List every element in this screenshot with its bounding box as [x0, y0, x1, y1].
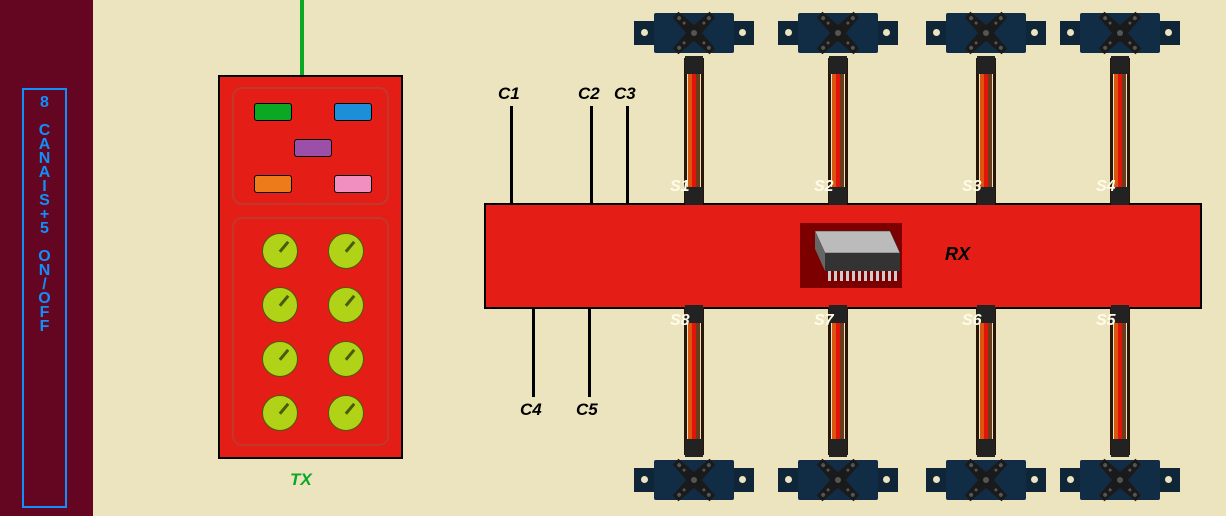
tx-button[interactable]	[334, 103, 372, 121]
channel-wire	[510, 106, 513, 203]
tx-knob[interactable]	[328, 233, 364, 269]
servo-motor	[1060, 450, 1180, 510]
tx-button[interactable]	[334, 175, 372, 193]
servo-label: S1	[670, 178, 690, 196]
servo-label: S6	[962, 312, 982, 330]
servo-label: S8	[670, 312, 690, 330]
tx-button[interactable]	[254, 103, 292, 121]
servo-label: S2	[814, 178, 834, 196]
channel-wire	[590, 106, 593, 203]
channel-label: C3	[614, 84, 636, 104]
rx-label: RX	[945, 244, 970, 265]
servo-motor	[778, 450, 898, 510]
servo-label: S4	[1096, 178, 1116, 196]
channel-wire	[626, 106, 629, 203]
servo-label: S5	[1096, 312, 1116, 330]
tx-knob-frame	[232, 217, 389, 446]
tx-knob[interactable]	[328, 341, 364, 377]
tx-knob[interactable]	[328, 395, 364, 431]
servo-motor	[634, 3, 754, 63]
channel-label: C5	[576, 400, 598, 420]
tx-button[interactable]	[294, 139, 332, 157]
tx-knob[interactable]	[262, 395, 298, 431]
sidebar-title-box: 8 CANAIS+5 ON/OFF	[22, 88, 67, 508]
left-sidebar: 8 CANAIS+5 ON/OFF	[0, 0, 93, 516]
channel-wire	[588, 307, 591, 397]
servo-motor	[926, 450, 1046, 510]
servo-motor	[778, 3, 898, 63]
servo-label: S7	[814, 312, 834, 330]
chip-icon	[800, 223, 902, 288]
channel-label: C2	[578, 84, 600, 104]
tx-knob[interactable]	[262, 233, 298, 269]
servo-motor	[634, 450, 754, 510]
channel-label: C1	[498, 84, 520, 104]
servo-label: S3	[962, 178, 982, 196]
sidebar-char: F	[24, 320, 65, 334]
tx-knob[interactable]	[262, 287, 298, 323]
tx-antenna	[300, 0, 304, 75]
tx-knob[interactable]	[262, 341, 298, 377]
tx-label: TX	[290, 470, 312, 490]
tx-button[interactable]	[254, 175, 292, 193]
channel-label: C4	[520, 400, 542, 420]
servo-motor	[926, 3, 1046, 63]
tx-button-frame	[232, 87, 389, 205]
tx-knob[interactable]	[328, 287, 364, 323]
tx-remote	[218, 75, 403, 459]
servo-motor	[1060, 3, 1180, 63]
channel-wire	[532, 307, 535, 397]
